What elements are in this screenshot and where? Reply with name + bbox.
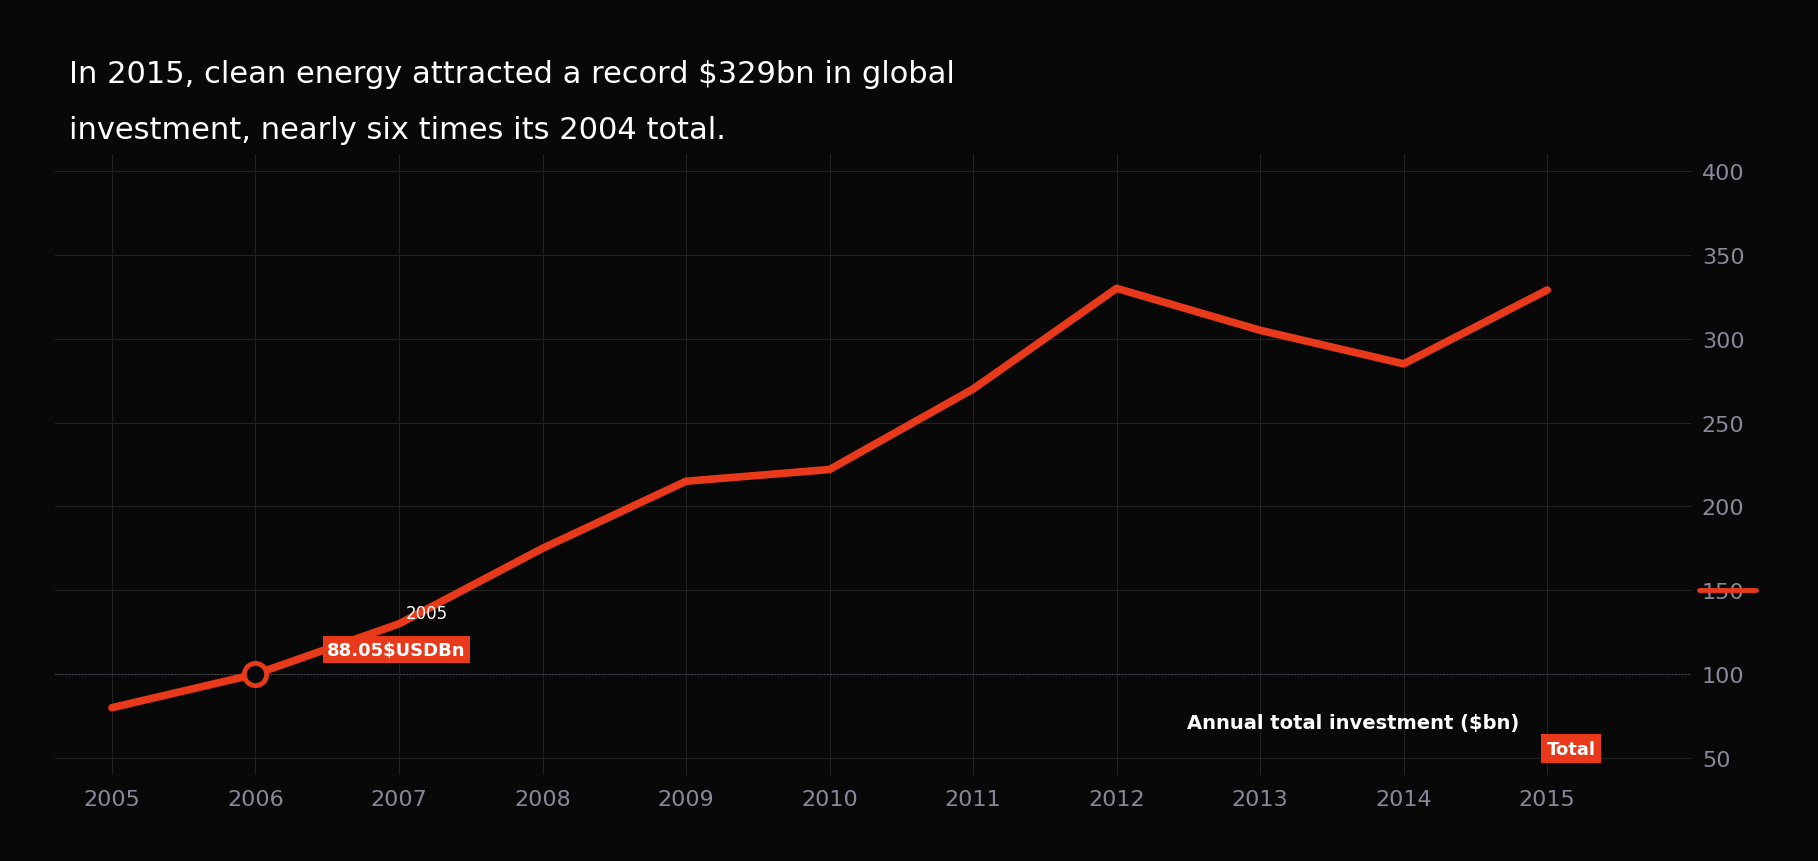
- Text: Annual total investment ($bn): Annual total investment ($bn): [1187, 713, 1520, 732]
- Text: 88.05$USDBn: 88.05$USDBn: [327, 641, 465, 659]
- Text: 2005: 2005: [405, 604, 449, 623]
- Text: Total: Total: [1547, 740, 1596, 758]
- Text: investment, nearly six times its 2004 total.: investment, nearly six times its 2004 to…: [69, 116, 725, 146]
- Text: In 2015, clean energy attracted a record $329bn in global: In 2015, clean energy attracted a record…: [69, 60, 954, 90]
